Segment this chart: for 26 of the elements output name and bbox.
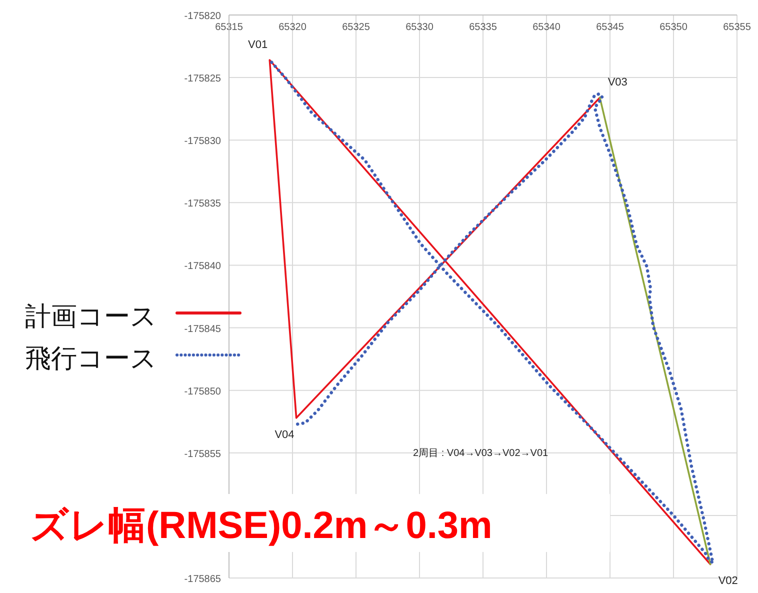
y-tick-label: -175865 [184,574,222,585]
annotation: ズレ幅(RMSE)0.2m～0.3m [30,505,492,547]
annotation: V01 [248,39,268,52]
annotation: V03 [608,76,628,89]
x-tick-label: 65350 [660,22,688,33]
x-tick-label: 65355 [723,22,752,33]
legend-label: 計画コース [25,301,157,331]
y-tick-label: -175820 [184,11,222,22]
legend-label: 飛行コース [25,343,157,373]
x-tick-label: 65345 [596,22,624,33]
x-tick-label: 65330 [406,22,434,33]
x-tick-label: 65335 [469,22,498,33]
annotation: V04 [274,428,294,441]
x-tick-label: 65340 [532,22,561,33]
x-tick-label: 65325 [342,22,370,33]
y-tick-label: -175835 [184,198,222,210]
y-tick-label: -175855 [184,448,222,460]
y-tick-label: -175840 [184,261,222,272]
y-tick-label: -175830 [184,136,222,148]
y-tick-label: -175850 [184,386,222,398]
x-tick-label: 65315 [215,22,244,33]
x-tick-label: 65320 [278,22,307,33]
y-tick-label: -175845 [184,324,222,335]
annotation: 2周目 : V04→V03→V02→V01 [413,448,549,459]
y-tick-label: -175825 [184,74,222,85]
annotation: V02 [718,575,738,588]
